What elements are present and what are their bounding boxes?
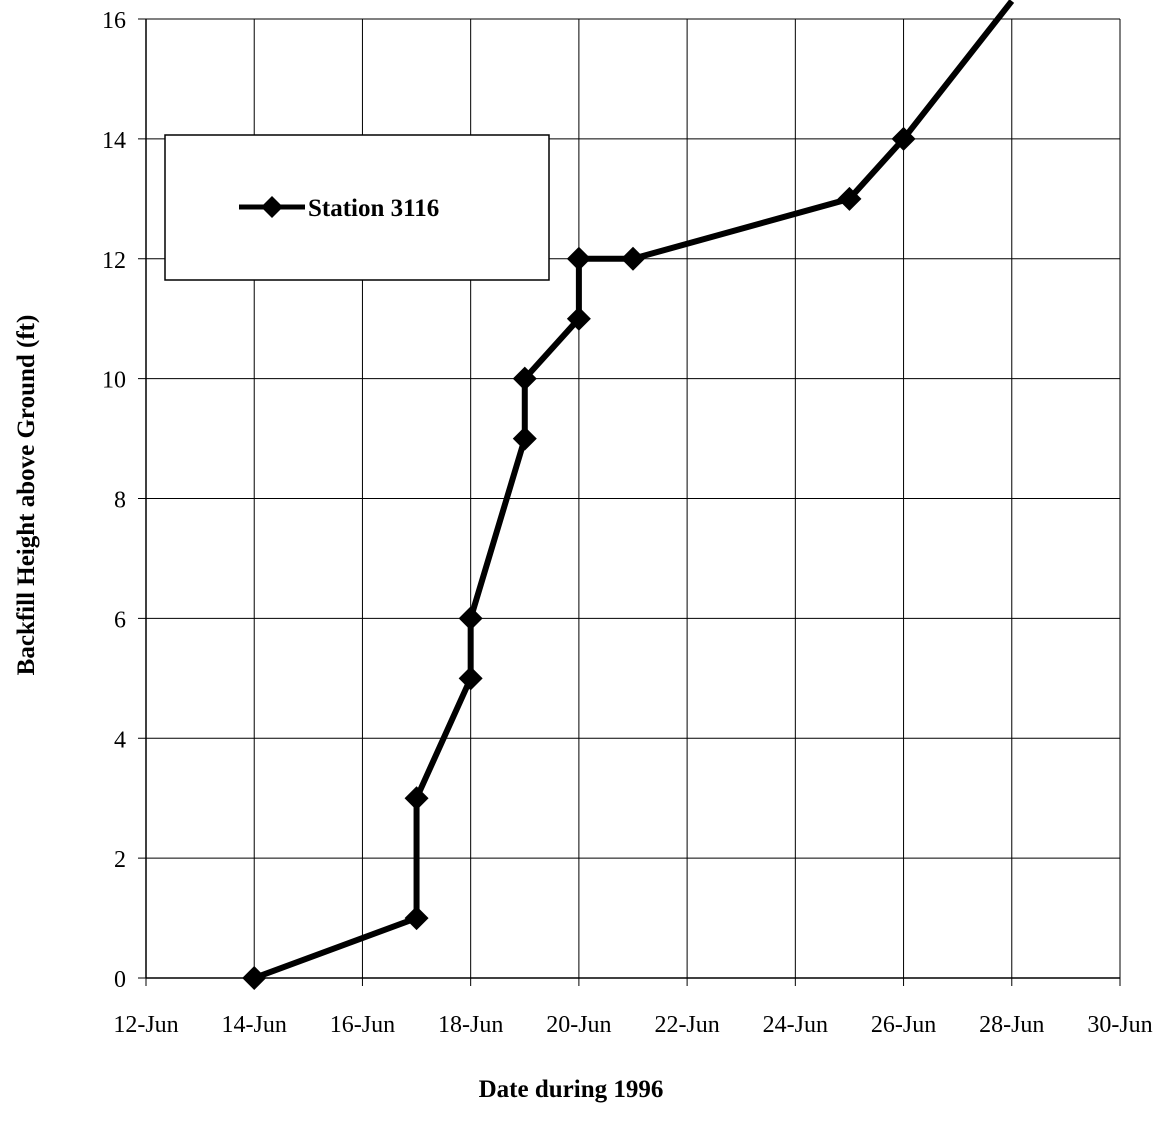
y-tick-label: 12 bbox=[102, 248, 126, 274]
y-tick-label: 2 bbox=[114, 847, 126, 873]
x-tick-label: 20-Jun bbox=[546, 1012, 611, 1038]
x-tick-label: 24-Jun bbox=[763, 1012, 828, 1038]
x-tick-label: 18-Jun bbox=[438, 1012, 503, 1038]
data-point-marker bbox=[405, 906, 429, 930]
data-point-marker bbox=[405, 786, 429, 810]
x-tick-label: 28-Jun bbox=[979, 1012, 1044, 1038]
y-tick-label: 16 bbox=[102, 8, 126, 34]
y-tick-label: 14 bbox=[102, 128, 126, 154]
data-point-marker bbox=[459, 606, 483, 630]
data-point-marker bbox=[621, 247, 645, 271]
x-axis-title: Date during 1996 bbox=[479, 1076, 664, 1103]
legend-label: Station 3116 bbox=[308, 195, 439, 222]
data-point-marker bbox=[459, 666, 483, 690]
y-axis-title: Backfill Height above Ground (ft) bbox=[13, 315, 40, 676]
x-tick-label: 22-Jun bbox=[654, 1012, 719, 1038]
data-point-marker bbox=[513, 427, 537, 451]
y-tick-label: 10 bbox=[102, 368, 126, 394]
y-tick-label: 0 bbox=[114, 967, 126, 993]
legend: Station 3116 bbox=[165, 135, 549, 280]
data-point-marker bbox=[567, 247, 591, 271]
x-tick-label: 12-Jun bbox=[113, 1012, 178, 1038]
y-tick-label: 6 bbox=[114, 607, 126, 633]
x-tick-label: 30-Jun bbox=[1087, 1012, 1152, 1038]
x-tick-label: 14-Jun bbox=[222, 1012, 287, 1038]
y-tick-label: 4 bbox=[114, 727, 126, 753]
x-tick-label: 26-Jun bbox=[871, 1012, 936, 1038]
y-tick-label: 8 bbox=[114, 488, 126, 514]
x-tick-label: 16-Jun bbox=[330, 1012, 395, 1038]
data-point-marker bbox=[242, 966, 266, 990]
